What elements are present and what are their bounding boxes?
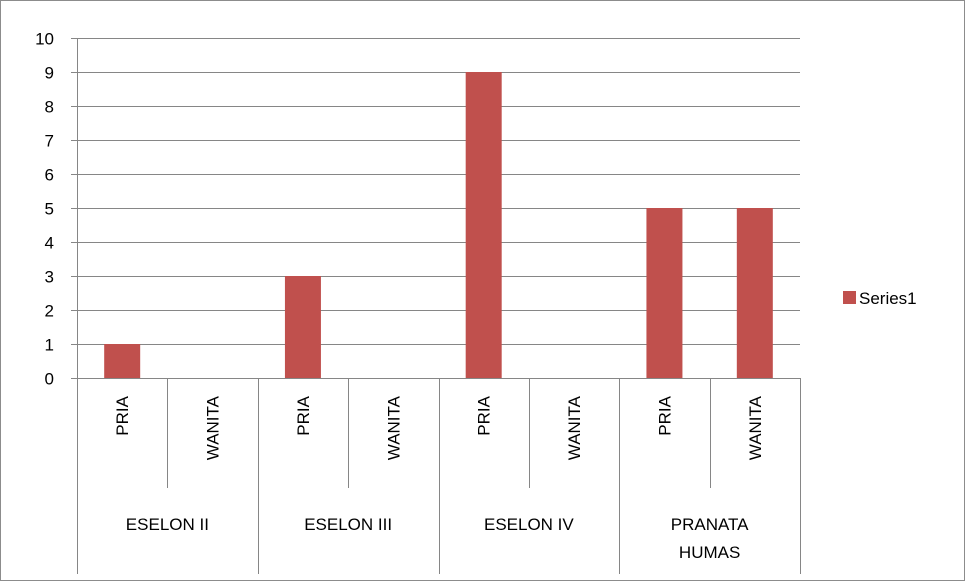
x-category-label: PRIA (113, 395, 132, 435)
x-category-label: WANITA (746, 395, 765, 460)
bar (465, 72, 502, 378)
x-category-label: WANITA (565, 395, 584, 460)
y-tick-label: 5 (45, 200, 54, 219)
y-tick-label: 4 (45, 234, 54, 253)
x-category-label: PRIA (655, 395, 674, 435)
bar (104, 344, 141, 378)
x-group-label: ESELON II (126, 515, 209, 534)
bar (736, 208, 773, 378)
x-group-label: ESELON IV (484, 515, 574, 534)
y-tick-label: 10 (35, 30, 54, 49)
x-group-label: ESELON III (304, 515, 392, 534)
y-tick-label: 2 (45, 302, 54, 321)
y-tick-label: 6 (45, 166, 54, 185)
legend-swatch-series1 (843, 291, 856, 304)
x-category-label: WANITA (384, 395, 403, 460)
bar (284, 276, 321, 378)
y-tick-label: 0 (45, 370, 54, 389)
bar (646, 208, 683, 378)
y-tick-label: 9 (45, 64, 54, 83)
x-category-label: WANITA (204, 395, 223, 460)
y-tick-label: 3 (45, 268, 54, 287)
x-category-label: PRIA (294, 395, 313, 435)
y-tick-label: 7 (45, 132, 54, 151)
gridlines (77, 38, 800, 345)
y-tick-label: 1 (45, 336, 54, 355)
x-category-labels: PRIA WANITA PRIA WANITA PRIA WANITA PRIA WANITA… (113, 395, 765, 562)
x-category-label: PRIA (475, 395, 494, 435)
x-group-label: PRANATA (671, 515, 749, 534)
legend-label-series1: Series1 (859, 289, 917, 308)
legend: Series1 (843, 289, 917, 308)
y-tick-labels: 0 1 2 3 4 5 6 7 8 9 10 (35, 30, 54, 389)
bars (104, 72, 773, 378)
y-tick-label: 8 (45, 98, 54, 117)
axes (71, 38, 801, 574)
x-group-label: HUMAS (679, 543, 740, 562)
